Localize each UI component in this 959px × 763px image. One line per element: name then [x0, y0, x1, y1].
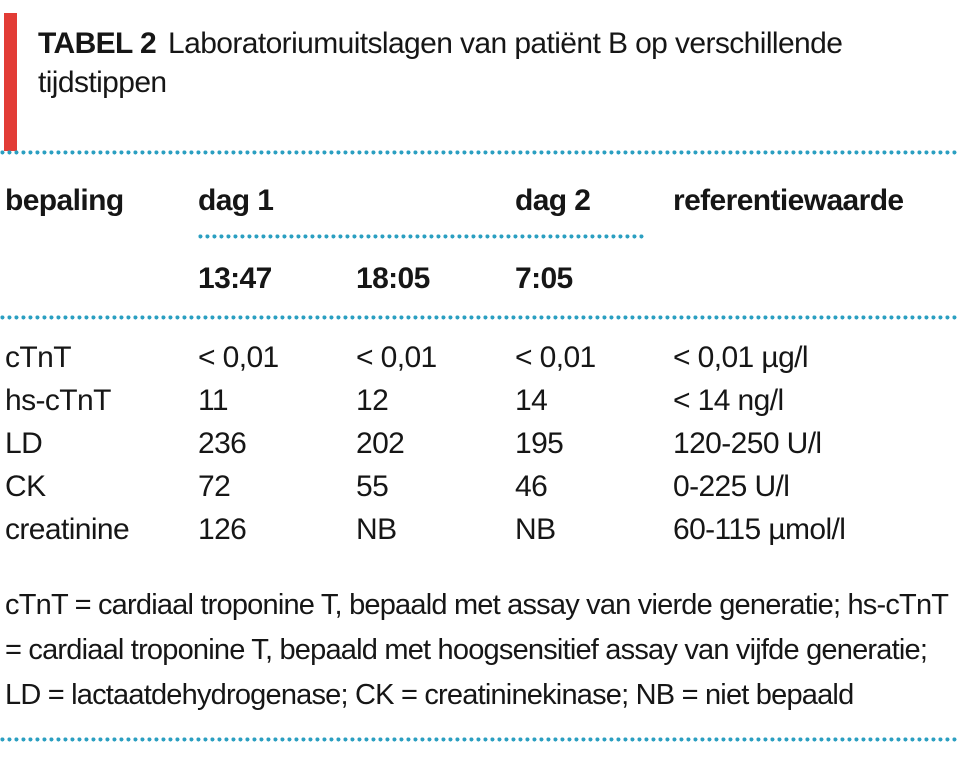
row-label: creatinine	[5, 513, 130, 546]
row-reference: < 0,01 µg/l	[673, 341, 809, 374]
column-header-spacer	[356, 184, 515, 218]
time-header-705: 7:05	[515, 262, 573, 295]
row-value: 72	[198, 470, 231, 503]
row-label: hs-cTnT	[5, 384, 111, 417]
time-header-1805: 18:05	[356, 262, 430, 295]
column-header-bepaling: bepaling	[5, 184, 124, 217]
row-value: < 0,01	[356, 341, 437, 374]
column-header-dag2: dag 2	[515, 184, 591, 217]
figure-title-text: Laboratoriumuitslagen van patiënt B op v…	[38, 27, 843, 99]
time-header-1347: 13:47	[198, 262, 272, 295]
row-value: 202	[356, 427, 405, 460]
row-reference: 120-250 U/l	[673, 427, 822, 460]
dotted-rule-dag1-span	[198, 234, 646, 239]
figure-title: TABEL 2 Laboratoriumuitslagen van patiënt…	[38, 24, 940, 102]
row-label: LD	[5, 427, 43, 460]
column-header-dag1: dag 1	[198, 184, 274, 217]
row-label: CK	[5, 470, 46, 503]
time-header-ref-spacer	[673, 262, 955, 296]
row-value: 195	[515, 427, 564, 460]
row-value: NB	[515, 513, 556, 546]
row-value: 236	[198, 427, 247, 460]
dotted-rule-header-body	[0, 315, 959, 320]
time-header-spacer	[5, 262, 198, 296]
row-value: 46	[515, 470, 548, 503]
row-reference: < 14 ng/l	[673, 384, 784, 417]
row-value: < 0,01	[515, 341, 596, 374]
row-value: 55	[356, 470, 389, 503]
row-value: 12	[356, 384, 389, 417]
table-header-row: bepaling dag 1 dag 2 referentiewaarde	[5, 184, 955, 218]
table-time-row: 13:47 18:05 7:05	[5, 262, 955, 296]
row-label: cTnT	[5, 341, 72, 374]
figure-title-label: TABEL 2	[38, 27, 157, 60]
dotted-rule-bottom	[0, 737, 959, 742]
row-value: 126	[198, 513, 247, 546]
column-header-referentiewaarde: referentiewaarde	[673, 184, 904, 217]
table-footnote: cTnT = cardiaal troponine T, bepaald met…	[5, 589, 948, 711]
dotted-rule-top	[0, 150, 959, 155]
row-value: 14	[515, 384, 548, 417]
row-value: NB	[356, 513, 397, 546]
accent-bar	[4, 13, 17, 151]
row-reference: 0-225 U/l	[673, 470, 790, 503]
row-value: < 0,01	[198, 341, 279, 374]
row-value: 11	[198, 384, 229, 417]
row-reference: 60-115 µmol/l	[673, 513, 846, 546]
table-body: cTnT < 0,01 < 0,01 < 0,01 < 0,01 µg/l hs…	[5, 336, 955, 551]
